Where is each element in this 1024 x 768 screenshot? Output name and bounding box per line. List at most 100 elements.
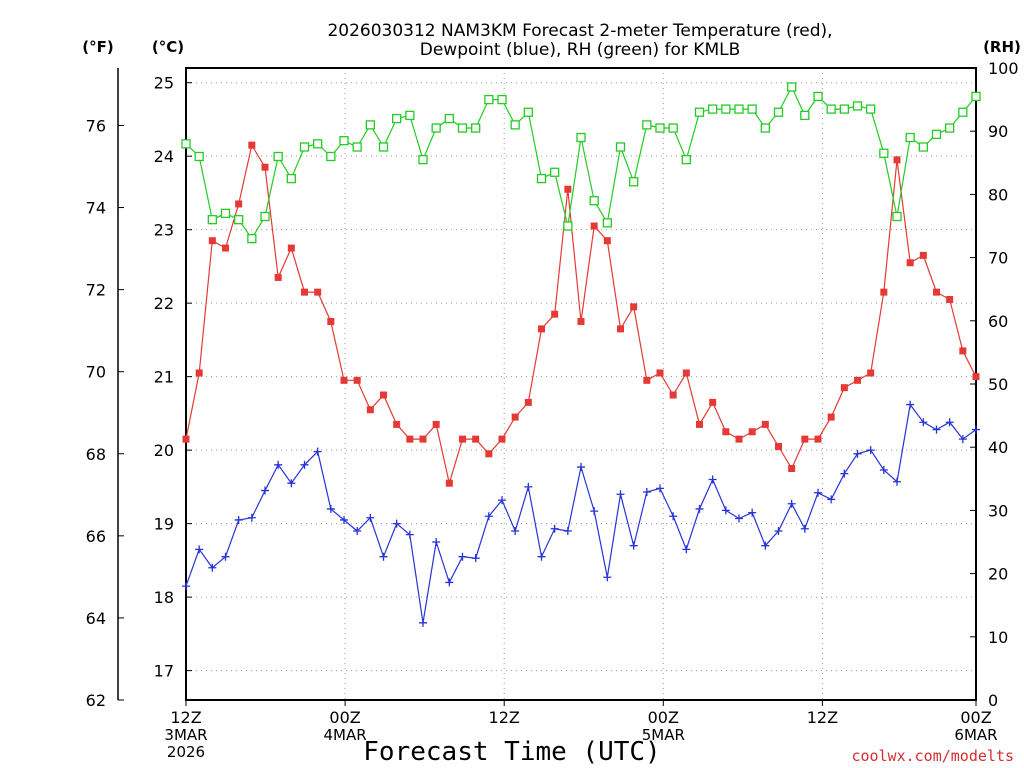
2-meter-temperature-point bbox=[287, 244, 295, 252]
dewpoint-point bbox=[642, 488, 651, 497]
dewpoint-point bbox=[524, 482, 533, 491]
2-meter-temperature-point bbox=[880, 288, 888, 296]
x-tick-label: 12Z bbox=[807, 708, 838, 727]
dewpoint-point bbox=[458, 552, 467, 561]
dewpoint-point bbox=[392, 519, 401, 528]
celsius-tick-label: 24 bbox=[154, 147, 174, 166]
x-tick-label: 00Z bbox=[960, 708, 991, 727]
2-meter-temperature-point bbox=[511, 413, 519, 421]
rh-point bbox=[444, 113, 454, 124]
plot-frame bbox=[185, 67, 977, 701]
dewpoint-point bbox=[656, 484, 664, 493]
dewpoint-point bbox=[748, 508, 757, 517]
rh-point bbox=[787, 82, 797, 92]
rh-point bbox=[629, 177, 639, 187]
rh-point bbox=[220, 208, 231, 219]
dewpoint-point bbox=[247, 513, 256, 522]
credit-label: coolwx.com/modelts bbox=[851, 747, 1014, 765]
data-series bbox=[181, 82, 981, 627]
rh-tick-label: 0 bbox=[988, 691, 998, 710]
2-meter-temperature-point bbox=[748, 428, 756, 436]
dewpoint-point bbox=[682, 545, 691, 554]
rh-point bbox=[576, 132, 586, 143]
2-meter-temperature-point bbox=[814, 435, 822, 443]
dewpoint-point bbox=[616, 490, 625, 499]
2-meter-temperature-point bbox=[827, 413, 835, 421]
dewpoint-point bbox=[721, 506, 730, 515]
dewpoint-point bbox=[445, 578, 454, 587]
rh-point bbox=[866, 104, 876, 114]
dewpoint-point bbox=[708, 475, 717, 484]
2-meter-temperature-point bbox=[735, 435, 743, 443]
rh-point bbox=[773, 107, 784, 117]
rh-point bbox=[378, 142, 389, 152]
dewpoint-point bbox=[432, 538, 441, 546]
rh-point bbox=[510, 120, 520, 130]
2-meter-temperature-point bbox=[261, 163, 269, 171]
rh-point bbox=[721, 104, 731, 114]
2-meter-temperature-point bbox=[946, 295, 954, 303]
rh-tick-label: 100 bbox=[988, 59, 1019, 78]
rh-point bbox=[694, 107, 705, 117]
rh-tick-label: 20 bbox=[988, 565, 1008, 584]
celsius-tick-label: 25 bbox=[154, 74, 174, 93]
2-meter-temperature-point bbox=[867, 369, 875, 377]
2-meter-temperature-point bbox=[577, 318, 585, 326]
fahrenheit-tick-label: 76 bbox=[86, 116, 106, 135]
2-meter-temperature-point bbox=[682, 369, 690, 377]
2-meter-temperature-line bbox=[185, 143, 977, 486]
2-meter-temperature-point bbox=[182, 435, 190, 443]
celsius-tick-label: 19 bbox=[154, 515, 174, 534]
fahrenheit-tick-label: 70 bbox=[86, 363, 106, 382]
2-meter-temperature-point bbox=[669, 391, 677, 399]
2-meter-temperature-point bbox=[854, 376, 861, 384]
rh-tick-label: 60 bbox=[988, 312, 1008, 331]
2-meter-temperature-point bbox=[788, 465, 796, 473]
rh-point bbox=[918, 142, 928, 152]
rh-tick-label: 70 bbox=[988, 249, 1008, 268]
2-meter-temperature-point bbox=[380, 391, 387, 399]
2-meter-temperature-point bbox=[564, 185, 572, 193]
rh-point bbox=[339, 136, 349, 146]
rh-point bbox=[971, 91, 981, 102]
fahrenheit-tick-label: 64 bbox=[86, 609, 106, 628]
2-meter-temperature-point bbox=[696, 420, 703, 428]
rh-point bbox=[497, 94, 507, 105]
2-meter-temperature-point bbox=[208, 237, 216, 245]
dewpoint-point bbox=[511, 526, 520, 535]
dewpoint-point bbox=[629, 541, 638, 550]
x-tick-date: 3MAR bbox=[164, 726, 207, 744]
2-meter-temperature-point bbox=[617, 325, 624, 333]
rh-point bbox=[392, 113, 402, 124]
dewpoint-line bbox=[185, 403, 977, 623]
2-meter-temperature-point bbox=[195, 369, 203, 377]
dewpoint-point bbox=[405, 530, 414, 539]
rh-point bbox=[655, 123, 665, 133]
dewpoint-point bbox=[498, 496, 506, 505]
2-meter-temperature-point bbox=[590, 222, 598, 230]
2-meter-temperature-point bbox=[630, 303, 638, 311]
dewpoint-point bbox=[866, 446, 875, 455]
fahrenheit-tick-label: 62 bbox=[86, 691, 106, 710]
rh-point bbox=[326, 151, 336, 162]
rh-point bbox=[839, 104, 849, 114]
rh-point bbox=[734, 104, 744, 114]
dewpoint-point bbox=[787, 499, 796, 508]
dewpoint-point bbox=[208, 563, 217, 572]
rh-point bbox=[931, 129, 942, 140]
2-meter-temperature-point bbox=[393, 420, 401, 428]
2-meter-temperature-point bbox=[538, 325, 545, 333]
rh-point bbox=[642, 120, 652, 130]
2-meter-temperature-point bbox=[314, 288, 322, 296]
dewpoint-point bbox=[800, 524, 809, 533]
rh-point bbox=[760, 123, 770, 133]
celsius-tick-label: 23 bbox=[154, 221, 174, 240]
dewpoint-point bbox=[340, 515, 348, 524]
rh-point bbox=[550, 167, 560, 177]
2-meter-temperature-point bbox=[906, 259, 914, 267]
rh-tick-label: 30 bbox=[988, 501, 1008, 520]
2-meter-temperature-point bbox=[419, 435, 427, 443]
x-tick-year: 2026 bbox=[167, 743, 205, 761]
